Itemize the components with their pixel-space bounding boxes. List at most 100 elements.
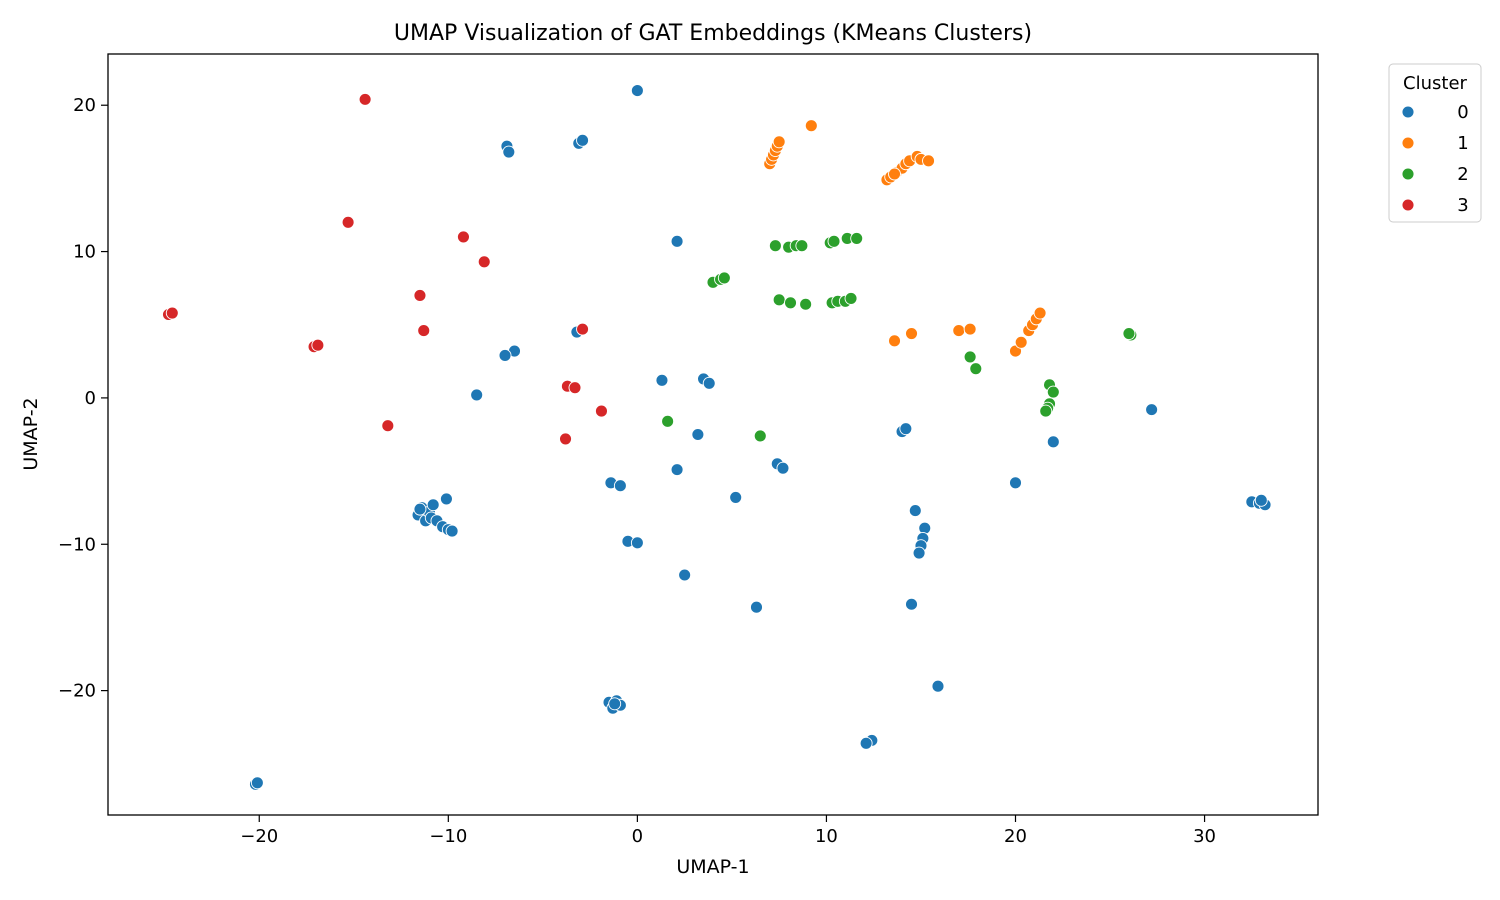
chart-title: UMAP Visualization of GAT Embeddings (KM… — [394, 21, 1032, 46]
point-cluster-0 — [691, 428, 705, 441]
point-cluster-1 — [922, 154, 935, 168]
point-cluster-2 — [795, 239, 809, 253]
point-cluster-3 — [341, 215, 355, 229]
point-cluster-0 — [931, 679, 945, 693]
y-axis-label: UMAP-2 — [20, 397, 42, 470]
point-cluster-0 — [670, 463, 684, 477]
point-cluster-3 — [568, 381, 582, 395]
point-cluster-0 — [502, 145, 516, 159]
x-tick-label: 0 — [632, 826, 643, 847]
legend-marker-3 — [1401, 198, 1415, 212]
point-cluster-2 — [753, 429, 767, 443]
point-cluster-0 — [899, 422, 913, 436]
point-cluster-3 — [311, 338, 325, 352]
y-tick-label: 20 — [73, 95, 96, 116]
point-cluster-0 — [859, 736, 873, 750]
y-tick-label: −20 — [58, 681, 96, 702]
point-cluster-0 — [413, 502, 427, 516]
point-cluster-0 — [750, 600, 763, 614]
point-cluster-3 — [413, 289, 427, 302]
point-cluster-1 — [1014, 335, 1028, 349]
point-cluster-1 — [963, 322, 977, 336]
y-tick-label: 10 — [73, 242, 96, 263]
point-cluster-3 — [165, 306, 179, 320]
legend-title: Cluster — [1403, 73, 1467, 94]
point-cluster-0 — [912, 546, 926, 560]
x-tick-label: 10 — [815, 826, 838, 847]
point-cluster-2 — [827, 234, 841, 248]
plot-frame — [107, 53, 1319, 816]
legend-marker-0 — [1401, 105, 1415, 119]
point-cluster-3 — [456, 230, 470, 244]
point-cluster-0 — [445, 524, 459, 538]
x-tick-label: 30 — [1193, 826, 1216, 847]
point-cluster-0 — [608, 697, 622, 711]
legend: Cluster 0 1 2 3 — [1388, 63, 1482, 223]
point-cluster-0 — [776, 461, 790, 475]
point-cluster-0 — [1046, 435, 1060, 449]
point-cluster-0 — [470, 388, 484, 402]
legend-label-0: 0 — [1457, 102, 1468, 123]
point-cluster-1 — [952, 324, 966, 338]
point-cluster-0 — [908, 504, 922, 518]
point-cluster-3 — [477, 255, 491, 269]
point-cluster-2 — [772, 293, 786, 307]
point-cluster-1 — [905, 327, 918, 340]
point-cluster-2 — [1122, 327, 1136, 340]
legend-label-1: 1 — [1457, 133, 1468, 154]
point-cluster-3 — [595, 404, 608, 418]
legend-box — [1388, 63, 1482, 223]
legend-label-3: 3 — [1457, 195, 1468, 216]
point-cluster-2 — [768, 239, 782, 253]
point-cluster-2 — [717, 271, 731, 285]
legend-label-2: 2 — [1457, 164, 1468, 185]
point-cluster-0 — [678, 568, 692, 582]
point-cluster-0 — [630, 536, 644, 550]
point-cluster-0 — [1145, 403, 1159, 417]
point-cluster-0 — [1009, 476, 1022, 490]
legend-marker-2 — [1401, 167, 1415, 181]
point-cluster-2 — [1039, 404, 1053, 418]
point-cluster-0 — [426, 498, 440, 512]
point-cluster-1 — [1033, 306, 1047, 320]
point-cluster-3 — [381, 419, 395, 433]
point-cluster-2 — [844, 291, 858, 305]
point-cluster-0 — [655, 373, 669, 387]
point-cluster-3 — [358, 92, 372, 106]
point-cluster-0 — [702, 376, 716, 390]
point-cluster-2 — [963, 350, 977, 364]
x-axis-label: UMAP-1 — [676, 856, 749, 878]
point-cluster-2 — [850, 231, 864, 245]
point-cluster-0 — [439, 492, 453, 506]
point-cluster-3 — [559, 432, 572, 446]
point-cluster-0 — [630, 84, 644, 98]
point-cluster-0 — [1254, 493, 1268, 507]
point-cluster-3 — [576, 322, 589, 336]
y-tick-label: −10 — [58, 534, 96, 555]
point-cluster-0 — [905, 597, 918, 611]
point-cluster-0 — [670, 234, 684, 248]
point-cluster-0 — [498, 349, 512, 362]
y-axis: −20 −10 0 10 20 — [58, 95, 108, 702]
point-cluster-3 — [417, 324, 431, 338]
point-cluster-0 — [576, 133, 589, 147]
x-tick-label: 20 — [1004, 826, 1027, 847]
point-cluster-0 — [250, 776, 264, 790]
point-cluster-0 — [613, 479, 627, 493]
point-cluster-1 — [888, 334, 901, 348]
point-cluster-1 — [804, 119, 818, 133]
point-cluster-2 — [1046, 385, 1060, 399]
point-cluster-2 — [799, 297, 813, 311]
x-axis: −20 −10 0 10 20 30 — [240, 815, 1216, 847]
point-cluster-0 — [729, 490, 743, 504]
points-layer — [162, 84, 1272, 791]
x-tick-label: −20 — [240, 826, 278, 847]
point-cluster-1 — [772, 135, 786, 149]
point-cluster-2 — [969, 362, 983, 376]
point-cluster-2 — [784, 296, 797, 310]
point-cluster-1 — [888, 167, 901, 181]
x-tick-label: −10 — [429, 826, 467, 847]
y-tick-label: 0 — [85, 388, 96, 409]
legend-marker-1 — [1401, 136, 1415, 150]
